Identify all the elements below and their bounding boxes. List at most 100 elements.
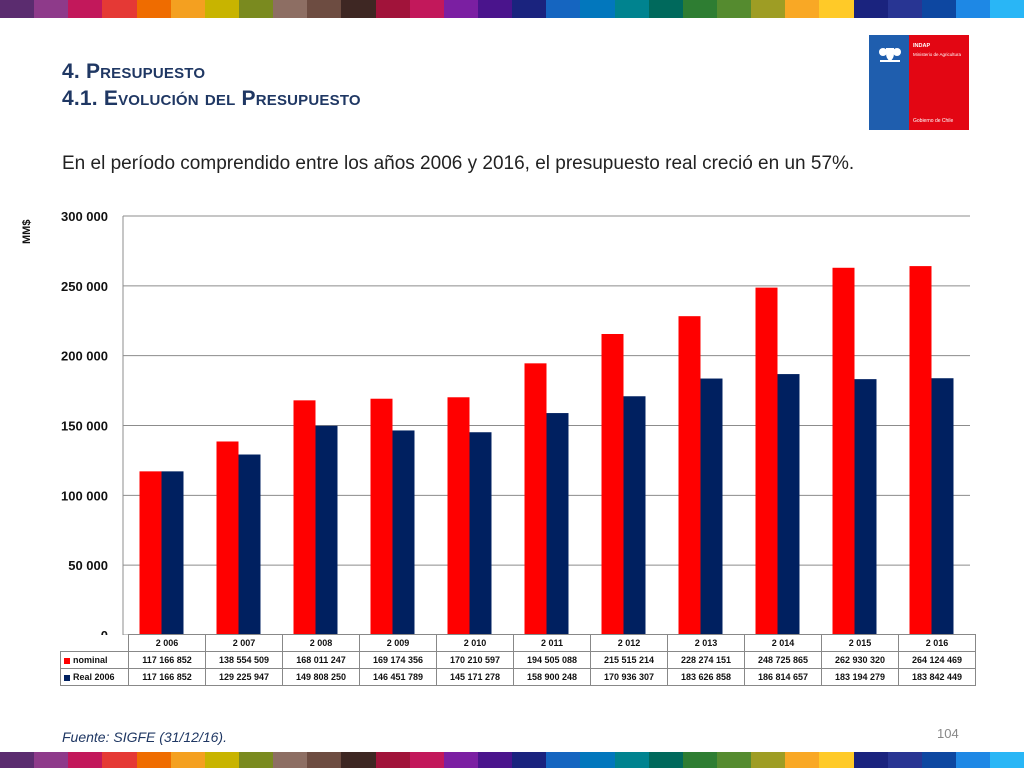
data-label: 183 626 858 xyxy=(667,668,745,686)
stripe-segment xyxy=(273,0,308,18)
title-line-1: 4. Presupuesto xyxy=(62,60,206,83)
stripe-segment xyxy=(887,0,922,18)
legend-swatch xyxy=(64,657,70,664)
stripe-segment xyxy=(477,752,513,768)
stripe-segment xyxy=(409,0,444,18)
y-tick-label: 100 000 xyxy=(61,488,108,503)
chart-data-table: 2 006 2 007 2 008 2 009 2 010 2 011 2 012 2 013… xyxy=(60,634,976,686)
stripe-segment xyxy=(716,0,752,18)
table-row: Real 2006 117 166 852 129 225 947 149 808 2… xyxy=(60,668,976,686)
data-label: 145 171 278 xyxy=(436,668,514,686)
bar-nominal xyxy=(524,363,547,635)
bar-nominal xyxy=(909,266,932,635)
stripe-segment xyxy=(34,752,69,768)
x-tick-label: 2 009 xyxy=(359,634,437,652)
y-tick-label: 200 000 xyxy=(61,349,108,364)
stripe-segment xyxy=(341,752,376,768)
bar-real xyxy=(854,379,877,635)
stripe-segment xyxy=(204,0,239,18)
logo-red-panel: INDAP Ministerio de Agricultura Gobierno… xyxy=(909,35,969,130)
x-tick-label: 2 014 xyxy=(744,634,822,652)
legend-entry: Real 2006 xyxy=(60,668,129,686)
data-label: 170 210 597 xyxy=(436,651,514,669)
top-color-stripe xyxy=(0,0,1024,18)
stripe-segment xyxy=(819,752,854,768)
stripe-segment xyxy=(614,752,649,768)
stripe-segment xyxy=(375,0,410,18)
stripe-segment xyxy=(68,752,103,768)
page-number: 104 xyxy=(937,726,959,741)
data-label: 215 515 214 xyxy=(590,651,668,669)
stripe-segment xyxy=(955,0,991,18)
data-label: 138 554 509 xyxy=(205,651,283,669)
x-tick-label: 2 016 xyxy=(898,634,976,652)
stripe-segment xyxy=(238,752,274,768)
x-tick-label: 2 007 xyxy=(205,634,283,652)
stripe-segment xyxy=(887,752,922,768)
source-note: Fuente: SIGFE (31/12/16). xyxy=(62,729,227,745)
stripe-segment xyxy=(34,0,69,18)
stripe-segment xyxy=(751,0,786,18)
data-label: 169 174 356 xyxy=(359,651,437,669)
data-label: 149 808 250 xyxy=(282,668,360,686)
stripe-segment xyxy=(170,752,205,768)
stripe-segment xyxy=(785,752,820,768)
indap-logo: INDAP Ministerio de Agricultura Gobierno… xyxy=(869,35,969,130)
stripe-segment xyxy=(648,752,683,768)
legend-label: nominal xyxy=(73,655,108,665)
stripe-segment xyxy=(580,752,615,768)
stripe-segment xyxy=(955,752,991,768)
data-label: 117 166 852 xyxy=(128,651,206,669)
logo-name: INDAP xyxy=(913,43,931,49)
x-tick-label: 2 010 xyxy=(436,634,514,652)
bar-real xyxy=(700,378,723,635)
data-label: 183 842 449 xyxy=(898,668,976,686)
stripe-segment xyxy=(853,0,888,18)
stripe-segment xyxy=(204,752,239,768)
bar-real xyxy=(238,454,261,635)
data-label: 183 194 279 xyxy=(821,668,899,686)
data-label: 228 274 151 xyxy=(667,651,745,669)
stripe-segment xyxy=(273,752,308,768)
stripe-segment xyxy=(102,752,137,768)
bar-real xyxy=(315,425,338,635)
stripe-segment xyxy=(990,0,1024,18)
bar-nominal xyxy=(832,267,855,635)
stripe-segment xyxy=(648,0,683,18)
data-label: 146 451 789 xyxy=(359,668,437,686)
chile-coat-of-arms-icon xyxy=(879,45,901,62)
legend-entry: nominal xyxy=(60,651,129,669)
y-tick-label: 0 xyxy=(101,628,108,635)
table-row: 2 006 2 007 2 008 2 009 2 010 2 011 2 012 2 013… xyxy=(61,634,976,652)
bar-real xyxy=(469,432,492,635)
stripe-segment xyxy=(546,752,581,768)
budget-bar-chart: 0 50 000 100 000 150 000 200 000 250 000 300 0… xyxy=(61,209,970,635)
title-line-2: 4.1. Evolución del Presupuesto xyxy=(62,87,361,110)
bar-nominal xyxy=(293,400,316,635)
data-label: 186 814 657 xyxy=(744,668,822,686)
stripe-segment xyxy=(0,0,35,18)
table-corner xyxy=(61,635,129,652)
data-label: 158 900 248 xyxy=(513,668,591,686)
data-label: 262 930 320 xyxy=(821,651,899,669)
stripe-segment xyxy=(682,752,717,768)
stripe-segment xyxy=(921,0,956,18)
data-label: 264 124 469 xyxy=(898,651,976,669)
bar-nominal xyxy=(755,287,778,635)
x-tick-label: 2 011 xyxy=(513,634,591,652)
bar-real xyxy=(777,374,800,635)
data-label: 170 936 307 xyxy=(590,668,668,686)
data-label: 168 011 247 xyxy=(282,651,360,669)
stripe-segment xyxy=(819,0,854,18)
data-label: 117 166 852 xyxy=(128,668,206,686)
stripe-segment xyxy=(170,0,205,18)
bar-nominal xyxy=(216,441,239,635)
stripe-segment xyxy=(68,0,103,18)
x-tick-label: 2 015 xyxy=(821,634,899,652)
bar-real xyxy=(931,378,954,635)
stripe-segment xyxy=(546,0,581,18)
logo-government: Gobierno de Chile xyxy=(913,118,954,124)
table-row: nominal 117 166 852 138 554 509 168 011 247… xyxy=(60,651,976,669)
y-tick-label: 250 000 xyxy=(61,279,108,294)
bar-nominal xyxy=(601,333,624,635)
